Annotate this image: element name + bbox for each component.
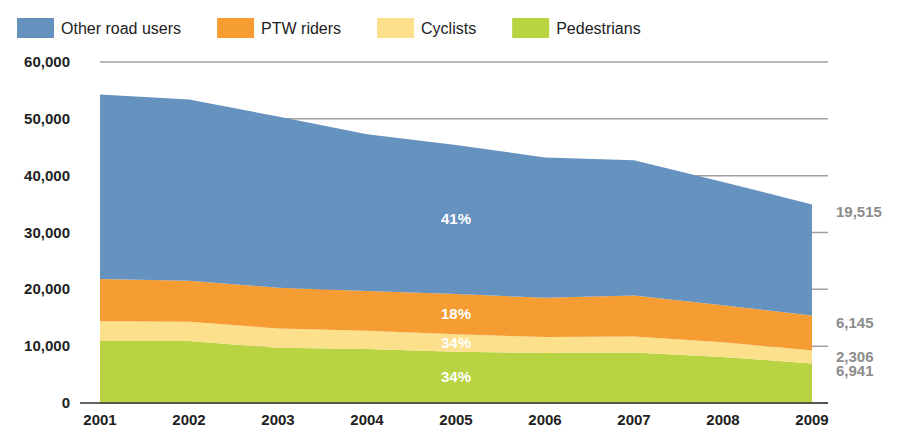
areas	[100, 94, 812, 403]
x-tick-label: 2002	[172, 411, 205, 428]
x-tick-label: 2001	[83, 411, 116, 428]
annotation: 34%	[441, 368, 471, 385]
x-tick-label: 2009	[795, 411, 828, 428]
grid	[100, 62, 828, 403]
x-tick-label: 2006	[528, 411, 561, 428]
annotation: 18%	[441, 305, 471, 322]
x-tick-label: 2003	[261, 411, 294, 428]
data-label: 6,145	[836, 314, 874, 331]
y-tick-label: 20,000	[24, 280, 70, 297]
legend-swatch	[377, 18, 414, 38]
x-tick-label: 2004	[350, 411, 384, 428]
chart: 0 10,000 20,000 30,000 40,000 50,000 60,000 200…	[0, 0, 904, 440]
y-tick-label: 60,000	[24, 53, 70, 70]
y-tick-label: 0	[62, 394, 70, 411]
legend-label: PTW riders	[261, 20, 341, 37]
x-tick-label: 2007	[617, 411, 650, 428]
data-label: 6,941	[836, 362, 874, 379]
x-tick-label: 2005	[439, 411, 472, 428]
data-label: 19,515	[836, 203, 882, 220]
y-tick-label: 50,000	[24, 110, 70, 127]
annotation: 41%	[441, 210, 471, 227]
legend-swatch	[512, 18, 549, 38]
x-axis	[80, 402, 828, 404]
legend-label: Pedestrians	[556, 20, 641, 37]
annotation: 34%	[441, 334, 471, 351]
x-tick-label: 2008	[706, 411, 739, 428]
y-tick-label: 30,000	[24, 224, 70, 241]
legend-label: Other road users	[61, 20, 181, 37]
legend-swatch	[217, 18, 254, 38]
legend: Other road users PTW riders Cyclists Pedest…	[17, 18, 641, 38]
legend-label: Cyclists	[421, 20, 476, 37]
y-tick-label: 10,000	[24, 337, 70, 354]
area	[100, 94, 812, 315]
legend-swatch	[17, 18, 54, 38]
grid-line	[100, 61, 828, 63]
y-tick-label: 40,000	[24, 167, 70, 184]
